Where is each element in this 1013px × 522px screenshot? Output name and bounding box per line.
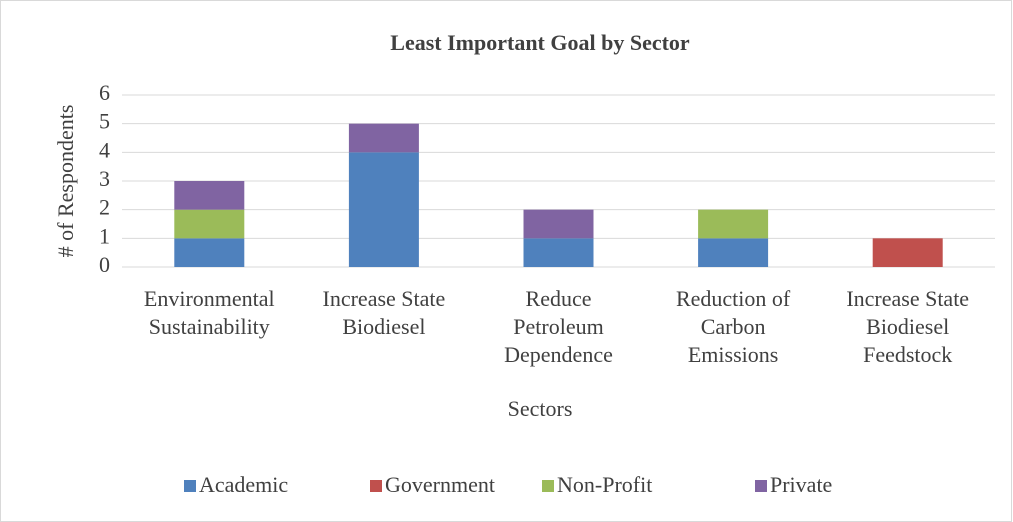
x-tick-label: Environmental: [144, 286, 275, 311]
legend-label: Private: [770, 472, 832, 497]
bar-segment: [523, 238, 594, 267]
bar-segment: [698, 209, 769, 239]
x-tick-label: Increase State: [323, 286, 446, 311]
bar-segment: [348, 152, 419, 267]
x-tick-label: Emissions: [688, 342, 778, 367]
x-tick-label: Dependence: [504, 342, 613, 367]
legend-swatch: [370, 480, 382, 492]
legend-swatch: [542, 480, 554, 492]
x-tick-label: Reduction of: [676, 286, 791, 311]
bar-segment: [174, 181, 245, 210]
x-tick-label: Carbon: [701, 314, 766, 339]
bar-segment: [174, 209, 245, 239]
x-tick-label: Increase State: [846, 286, 969, 311]
y-tick-label: 3: [99, 166, 110, 191]
y-tick-label: 0: [99, 252, 110, 277]
legend-swatch: [755, 480, 767, 492]
bar-segment: [174, 238, 245, 267]
x-tick-label: Feedstock: [863, 342, 952, 367]
legend-swatch: [184, 480, 196, 492]
y-tick-label: 5: [99, 109, 110, 134]
x-tick-label: Petroleum: [513, 314, 603, 339]
chart-title: Least Important Goal by Sector: [390, 30, 690, 55]
legend-label: Non-Profit: [557, 472, 652, 497]
bar-segment: [872, 238, 943, 267]
legend-label: Academic: [199, 472, 288, 497]
bar-segment: [348, 123, 419, 153]
y-tick-label: 1: [99, 223, 110, 248]
y-tick-label: 4: [99, 137, 110, 162]
y-tick-label: 6: [99, 80, 110, 105]
bar-segment: [523, 209, 594, 239]
x-tick-label: Sustainability: [149, 314, 270, 339]
x-tick-label: Biodiesel: [342, 314, 425, 339]
y-tick-label: 2: [99, 195, 110, 220]
y-axis-title: # of Respondents: [53, 105, 78, 258]
x-tick-label: Reduce: [526, 286, 592, 311]
bar-segment: [698, 238, 769, 267]
x-tick-label: Biodiesel: [866, 314, 949, 339]
legend-label: Government: [385, 472, 495, 497]
x-axis-title: Sectors: [508, 396, 573, 421]
